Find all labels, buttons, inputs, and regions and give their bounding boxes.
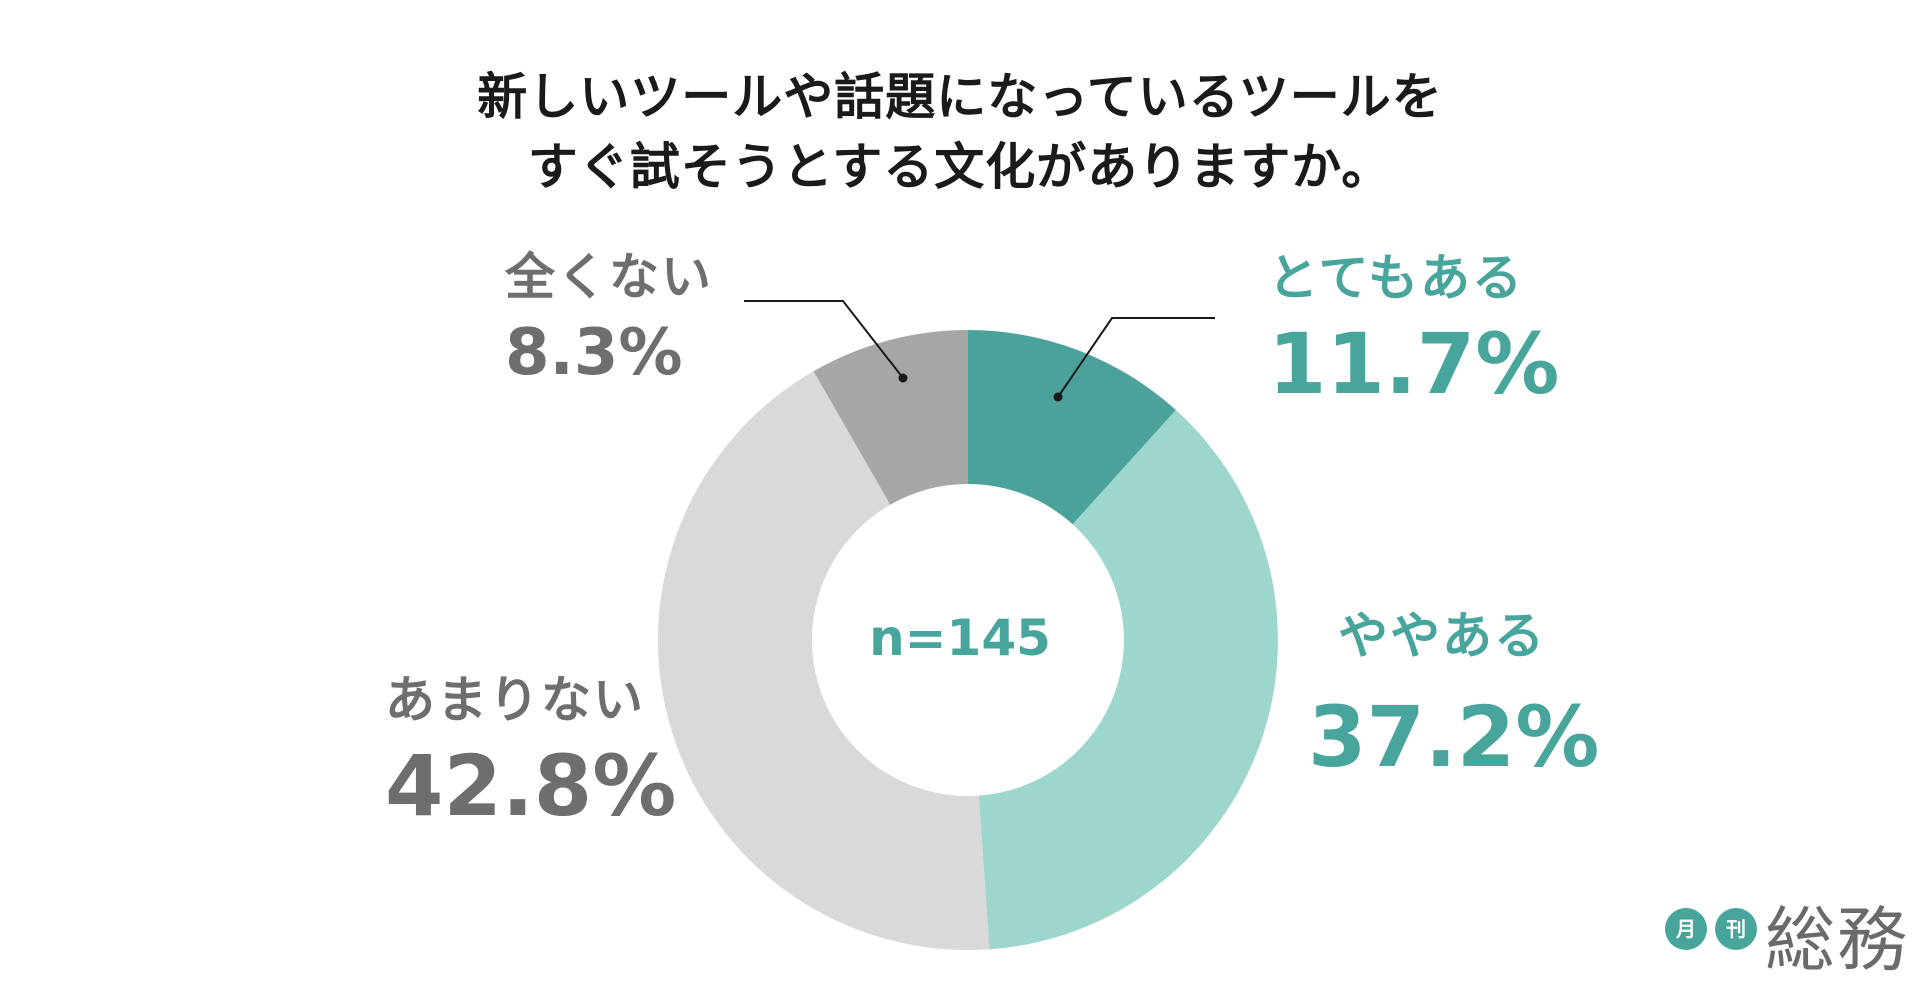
category-label: 全くない — [505, 248, 713, 306]
donut-slices — [658, 330, 1278, 950]
slice-amari-nai — [658, 371, 990, 950]
label-amari-nai: あまりない 42.8% — [385, 668, 676, 836]
leader-line-mattaku-nai — [744, 300, 908, 383]
percent-label: 42.8% — [385, 737, 677, 835]
logo-badge-kan: 刊 — [1715, 908, 1757, 950]
logo-name: 総務 — [1765, 899, 1909, 981]
leader-line-totemo-aru — [1053, 317, 1215, 402]
category-label: とてもある — [1268, 249, 1524, 307]
label-totemo-aru: とてもある 11.7% — [1268, 246, 1559, 414]
category-label: ややある — [1338, 607, 1546, 665]
percent-label: 11.7% — [1268, 315, 1560, 413]
chart-title-line-2: すぐ試そうとする文化がありますか。 — [527, 138, 1393, 196]
category-label: あまりない — [385, 671, 645, 729]
slice-totemo-aru — [968, 330, 1176, 525]
gekkan-soumu-logo: 月 刊 総務 — [1665, 892, 1907, 988]
chart-title-line-1: 新しいツールや話題になっているツールを — [477, 68, 1443, 126]
sample-size-label: n=145 — [869, 609, 1051, 667]
slice-mattaku-nai — [813, 330, 968, 505]
chart-title: 新しいツールや話題になっているツールを すぐ試そうとする文化がありますか。 — [0, 62, 1920, 202]
percent-label: 37.2% — [1308, 688, 1600, 786]
label-mattaku-nai: 全くない 8.3% — [505, 245, 713, 393]
slice-yaya-aru — [978, 410, 1278, 950]
label-yaya-aru-percent: 37.2% — [1308, 683, 1599, 787]
logo-badge-tsuki: 月 — [1665, 908, 1707, 950]
percent-label: 8.3% — [505, 316, 683, 390]
label-yaya-aru: ややある — [1338, 604, 1546, 668]
